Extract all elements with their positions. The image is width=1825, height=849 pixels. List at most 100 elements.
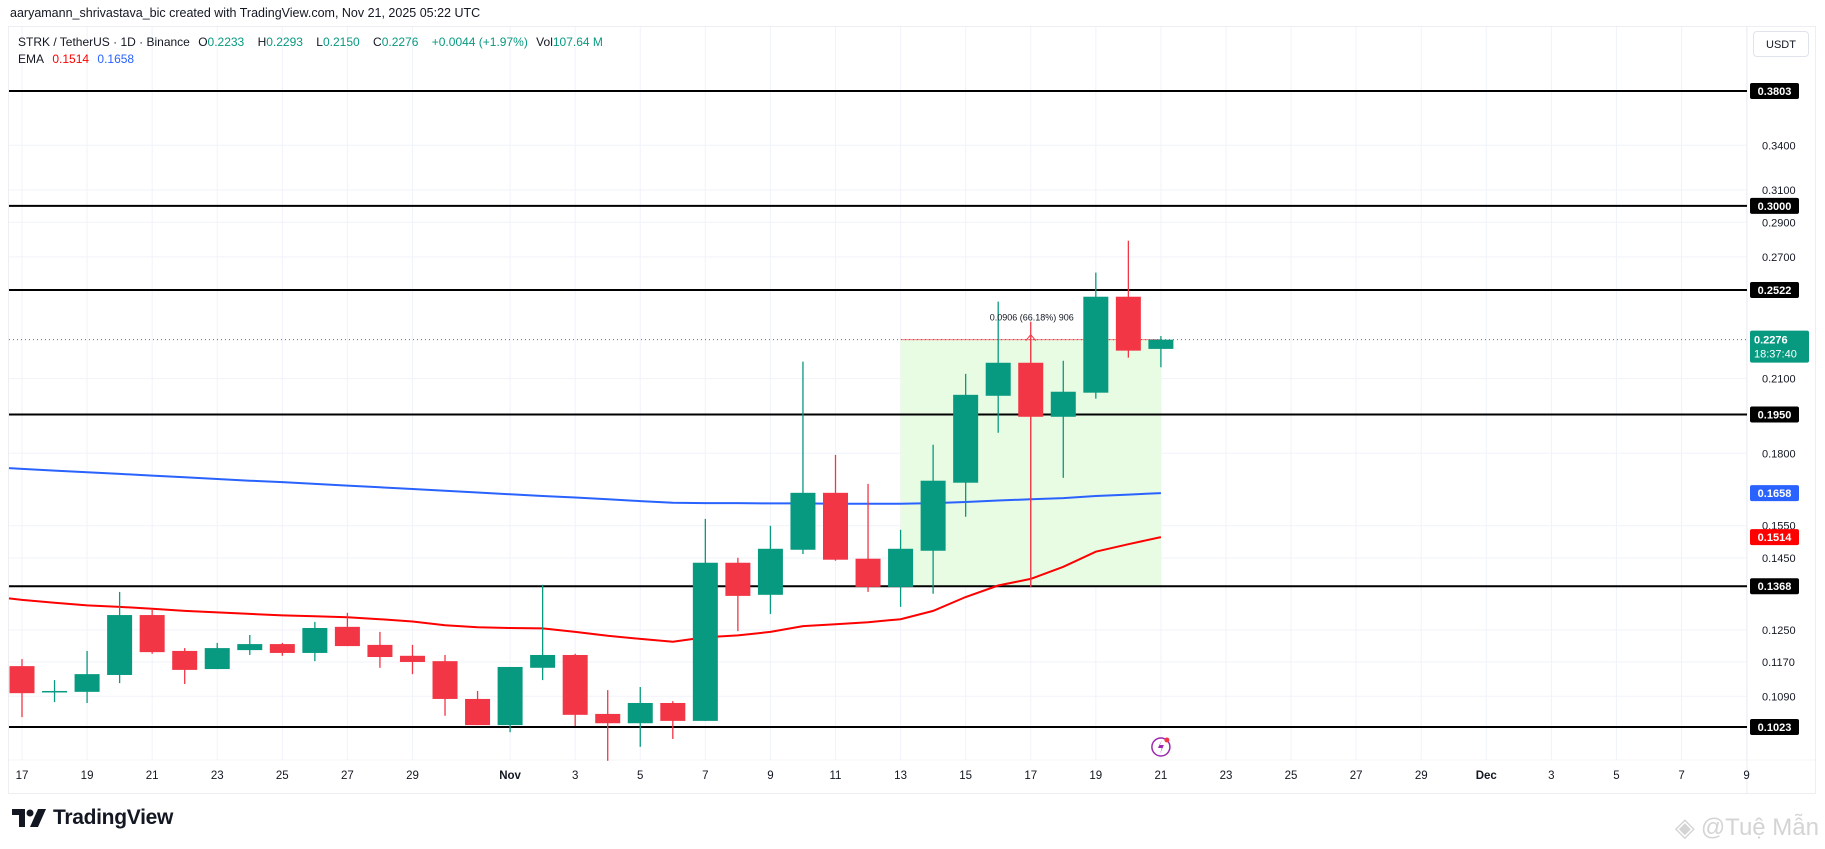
price-tick-label: 0.1450 — [1762, 553, 1796, 565]
time-tick-label: 27 — [1350, 770, 1363, 782]
level-price-label: 0.3000 — [1758, 201, 1792, 213]
candle-body — [139, 615, 165, 653]
time-tick-label: 5 — [637, 770, 643, 782]
candle-body — [107, 615, 133, 675]
time-tick-label: 17 — [16, 770, 29, 782]
time-tick-label: 29 — [1415, 770, 1428, 782]
time-tick-label: 27 — [341, 770, 354, 782]
level-price-label: 0.2522 — [1758, 285, 1792, 297]
level-price-label-bg — [1750, 719, 1799, 735]
candle-body — [595, 713, 621, 724]
symbol-name[interactable]: STRK / TetherUS · 1D · Binance — [18, 35, 190, 49]
level-price-label: 0.1023 — [1758, 722, 1792, 734]
candle-body — [1115, 296, 1141, 351]
ema-slow-price-label: 0.1658 — [1758, 488, 1792, 500]
time-tick-label: 11 — [830, 770, 842, 782]
time-tick-label: 3 — [572, 770, 578, 782]
level-price-label: 0.3803 — [1758, 86, 1792, 98]
ema-fast-price-label-bg — [1750, 529, 1799, 546]
candle-body — [432, 661, 458, 699]
time-tick-label: 21 — [146, 770, 159, 782]
ema-fast-line — [8, 536, 1162, 643]
candle-body — [42, 690, 68, 693]
candle-body — [985, 362, 1011, 396]
candle-body — [692, 562, 718, 721]
candle-body — [399, 655, 425, 662]
candle-body — [237, 644, 263, 651]
price-tick-label: 0.1170 — [1762, 657, 1795, 669]
price-tick-label: 0.1250 — [1762, 625, 1796, 637]
candle-body — [725, 562, 751, 596]
time-tick-label: 5 — [1613, 770, 1619, 782]
range-label: 0.0906 (66.18%) 906 — [990, 313, 1074, 323]
time-tick-label: 3 — [1548, 770, 1554, 782]
candle-body — [172, 650, 198, 670]
candle-body — [953, 394, 979, 483]
low-label: L — [316, 35, 323, 49]
time-tick-label: 7 — [1678, 770, 1684, 782]
price-tick-label: 0.2100 — [1762, 374, 1796, 386]
time-tick-label: 23 — [211, 770, 224, 782]
candle-body — [888, 548, 914, 587]
candle-body — [367, 644, 393, 658]
currency-button[interactable]: USDT — [1753, 31, 1809, 57]
level-price-label-bg — [1750, 281, 1799, 298]
time-tick-label: 21 — [1155, 770, 1168, 782]
candle-body — [823, 492, 848, 560]
time-tick-label: 17 — [1024, 770, 1037, 782]
level-price-label: 0.1368 — [1758, 581, 1792, 593]
chart-credit: aaryamann_shrivastava_bic created with T… — [10, 6, 481, 20]
candle-body — [1083, 296, 1109, 393]
low-value: 0.2150 — [322, 35, 360, 49]
lightning-bolt — [1157, 740, 1164, 754]
time-tick-label: 29 — [406, 770, 419, 782]
time-tick-label: 19 — [81, 770, 94, 782]
event-dot — [1164, 737, 1170, 743]
price-tick-label: 0.2700 — [1762, 252, 1796, 264]
open-value: 0.2233 — [207, 35, 245, 49]
level-price-label-bg — [1750, 83, 1799, 99]
ema-legend: EMA 0.1514 0.1658 — [18, 52, 139, 66]
candle-body — [855, 558, 881, 587]
tradingview-logo[interactable]: TradingView — [12, 806, 173, 830]
candle-body — [1148, 339, 1174, 349]
ema-label[interactable]: EMA — [18, 52, 45, 66]
close-value: 0.2276 — [381, 35, 419, 49]
candle-body — [465, 698, 491, 726]
price-tick-label: 0.1800 — [1762, 448, 1796, 460]
time-tick-label: 25 — [276, 770, 289, 782]
candle-body — [562, 654, 588, 715]
last-price-label: 0.2276 — [1754, 335, 1788, 347]
open-label: O — [198, 35, 208, 49]
candle-body — [530, 654, 556, 668]
time-tick-label: 15 — [959, 770, 972, 782]
candle-body — [920, 480, 946, 551]
candle-body — [302, 627, 328, 653]
time-tick-label: 7 — [702, 770, 708, 782]
time-tick-label: 23 — [1220, 770, 1233, 782]
volume-label: Vol — [536, 35, 553, 49]
watermark: ◈ @Tuệ Mẫn — [1675, 812, 1819, 843]
high-value: 0.2293 — [266, 35, 303, 49]
range-arrow-head — [1025, 333, 1037, 341]
candle-body — [1050, 391, 1076, 417]
change-value: +0.0044 (+1.97%) — [431, 35, 528, 49]
candle-body — [497, 666, 523, 726]
candle-body — [9, 666, 35, 694]
time-tick-label: 13 — [894, 770, 907, 782]
candle-body — [204, 648, 230, 670]
level-price-label-bg — [1750, 578, 1799, 595]
price-tick-label: 0.2900 — [1762, 217, 1796, 229]
time-tick-label: Nov — [499, 770, 521, 782]
watermark-text: @Tuệ Mẫn — [1700, 813, 1819, 841]
candle-body — [790, 492, 816, 550]
time-tick-label: 9 — [1743, 770, 1749, 782]
close-label: C — [373, 35, 382, 49]
level-price-label: 0.1950 — [1758, 410, 1792, 422]
price-tick-label: 0.1090 — [1762, 691, 1796, 703]
binance-diamond-icon: ◈ — [1674, 812, 1695, 842]
candle-body — [757, 548, 783, 595]
level-price-label-bg — [1750, 406, 1799, 423]
chart-frame — [8, 26, 1816, 794]
